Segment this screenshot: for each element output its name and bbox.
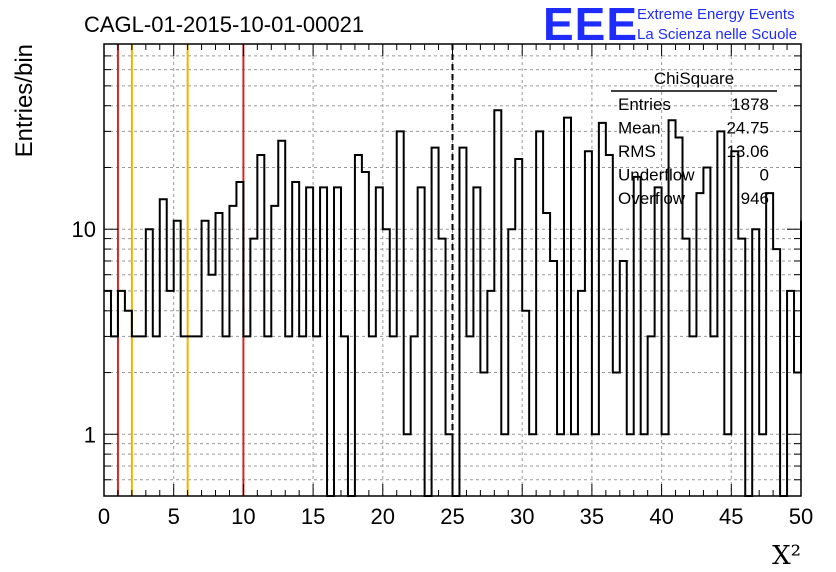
x-tick-label: 5 [168, 504, 180, 529]
stats-label: Underflow [618, 166, 695, 185]
stats-box: ChiSquare Entries 1878 Mean 24.75 RMS 13.06 Un… [611, 69, 777, 208]
x-tick-label: 0 [98, 504, 110, 529]
y-tick-label: 1 [84, 422, 96, 447]
eee-logo: EEE Extreme Energy Events La Scienza nel… [543, 0, 797, 50]
stats-label: Overflow [618, 189, 686, 208]
x-tick-label: 30 [510, 504, 534, 529]
stats-label: Mean [618, 119, 661, 138]
x-tick-label: 35 [580, 504, 604, 529]
eee-logo-mark: EEE [543, 0, 638, 50]
x-tick-label: 25 [440, 504, 464, 529]
y-axis-ticks: 1 10 [72, 55, 801, 481]
stats-value: 13.06 [726, 142, 769, 161]
x-tick-label: 20 [371, 504, 395, 529]
stats-label: Entries [618, 95, 671, 114]
histogram-outline [104, 109, 802, 497]
stats-value: 24.75 [726, 119, 769, 138]
x-axis-ticks: 0 5 10 15 20 25 30 35 40 45 50 [98, 44, 813, 529]
y-tick-label: 10 [72, 217, 96, 242]
x-tick-label: 40 [649, 504, 673, 529]
chart-title: CAGL-01-2015-10-01-00021 [84, 12, 364, 37]
logo-line-1: Extreme Energy Events [637, 6, 795, 23]
x-tick-label: 15 [301, 504, 325, 529]
logo-line-2: La Scienza nelle Scuole [637, 26, 797, 43]
x-tick-label: 50 [789, 504, 813, 529]
x-axis-label: X² [772, 541, 801, 571]
stats-value: 946 [741, 189, 769, 208]
y-axis-label: Entries/bin [11, 44, 38, 157]
stats-title: ChiSquare [654, 69, 734, 88]
reference-lines [116, 44, 454, 496]
x-tick-label: 10 [231, 504, 255, 529]
x-tick-label: 45 [719, 504, 743, 529]
stats-label: RMS [618, 142, 656, 161]
stats-value: 0 [760, 166, 769, 185]
stats-value: 1878 [731, 95, 769, 114]
